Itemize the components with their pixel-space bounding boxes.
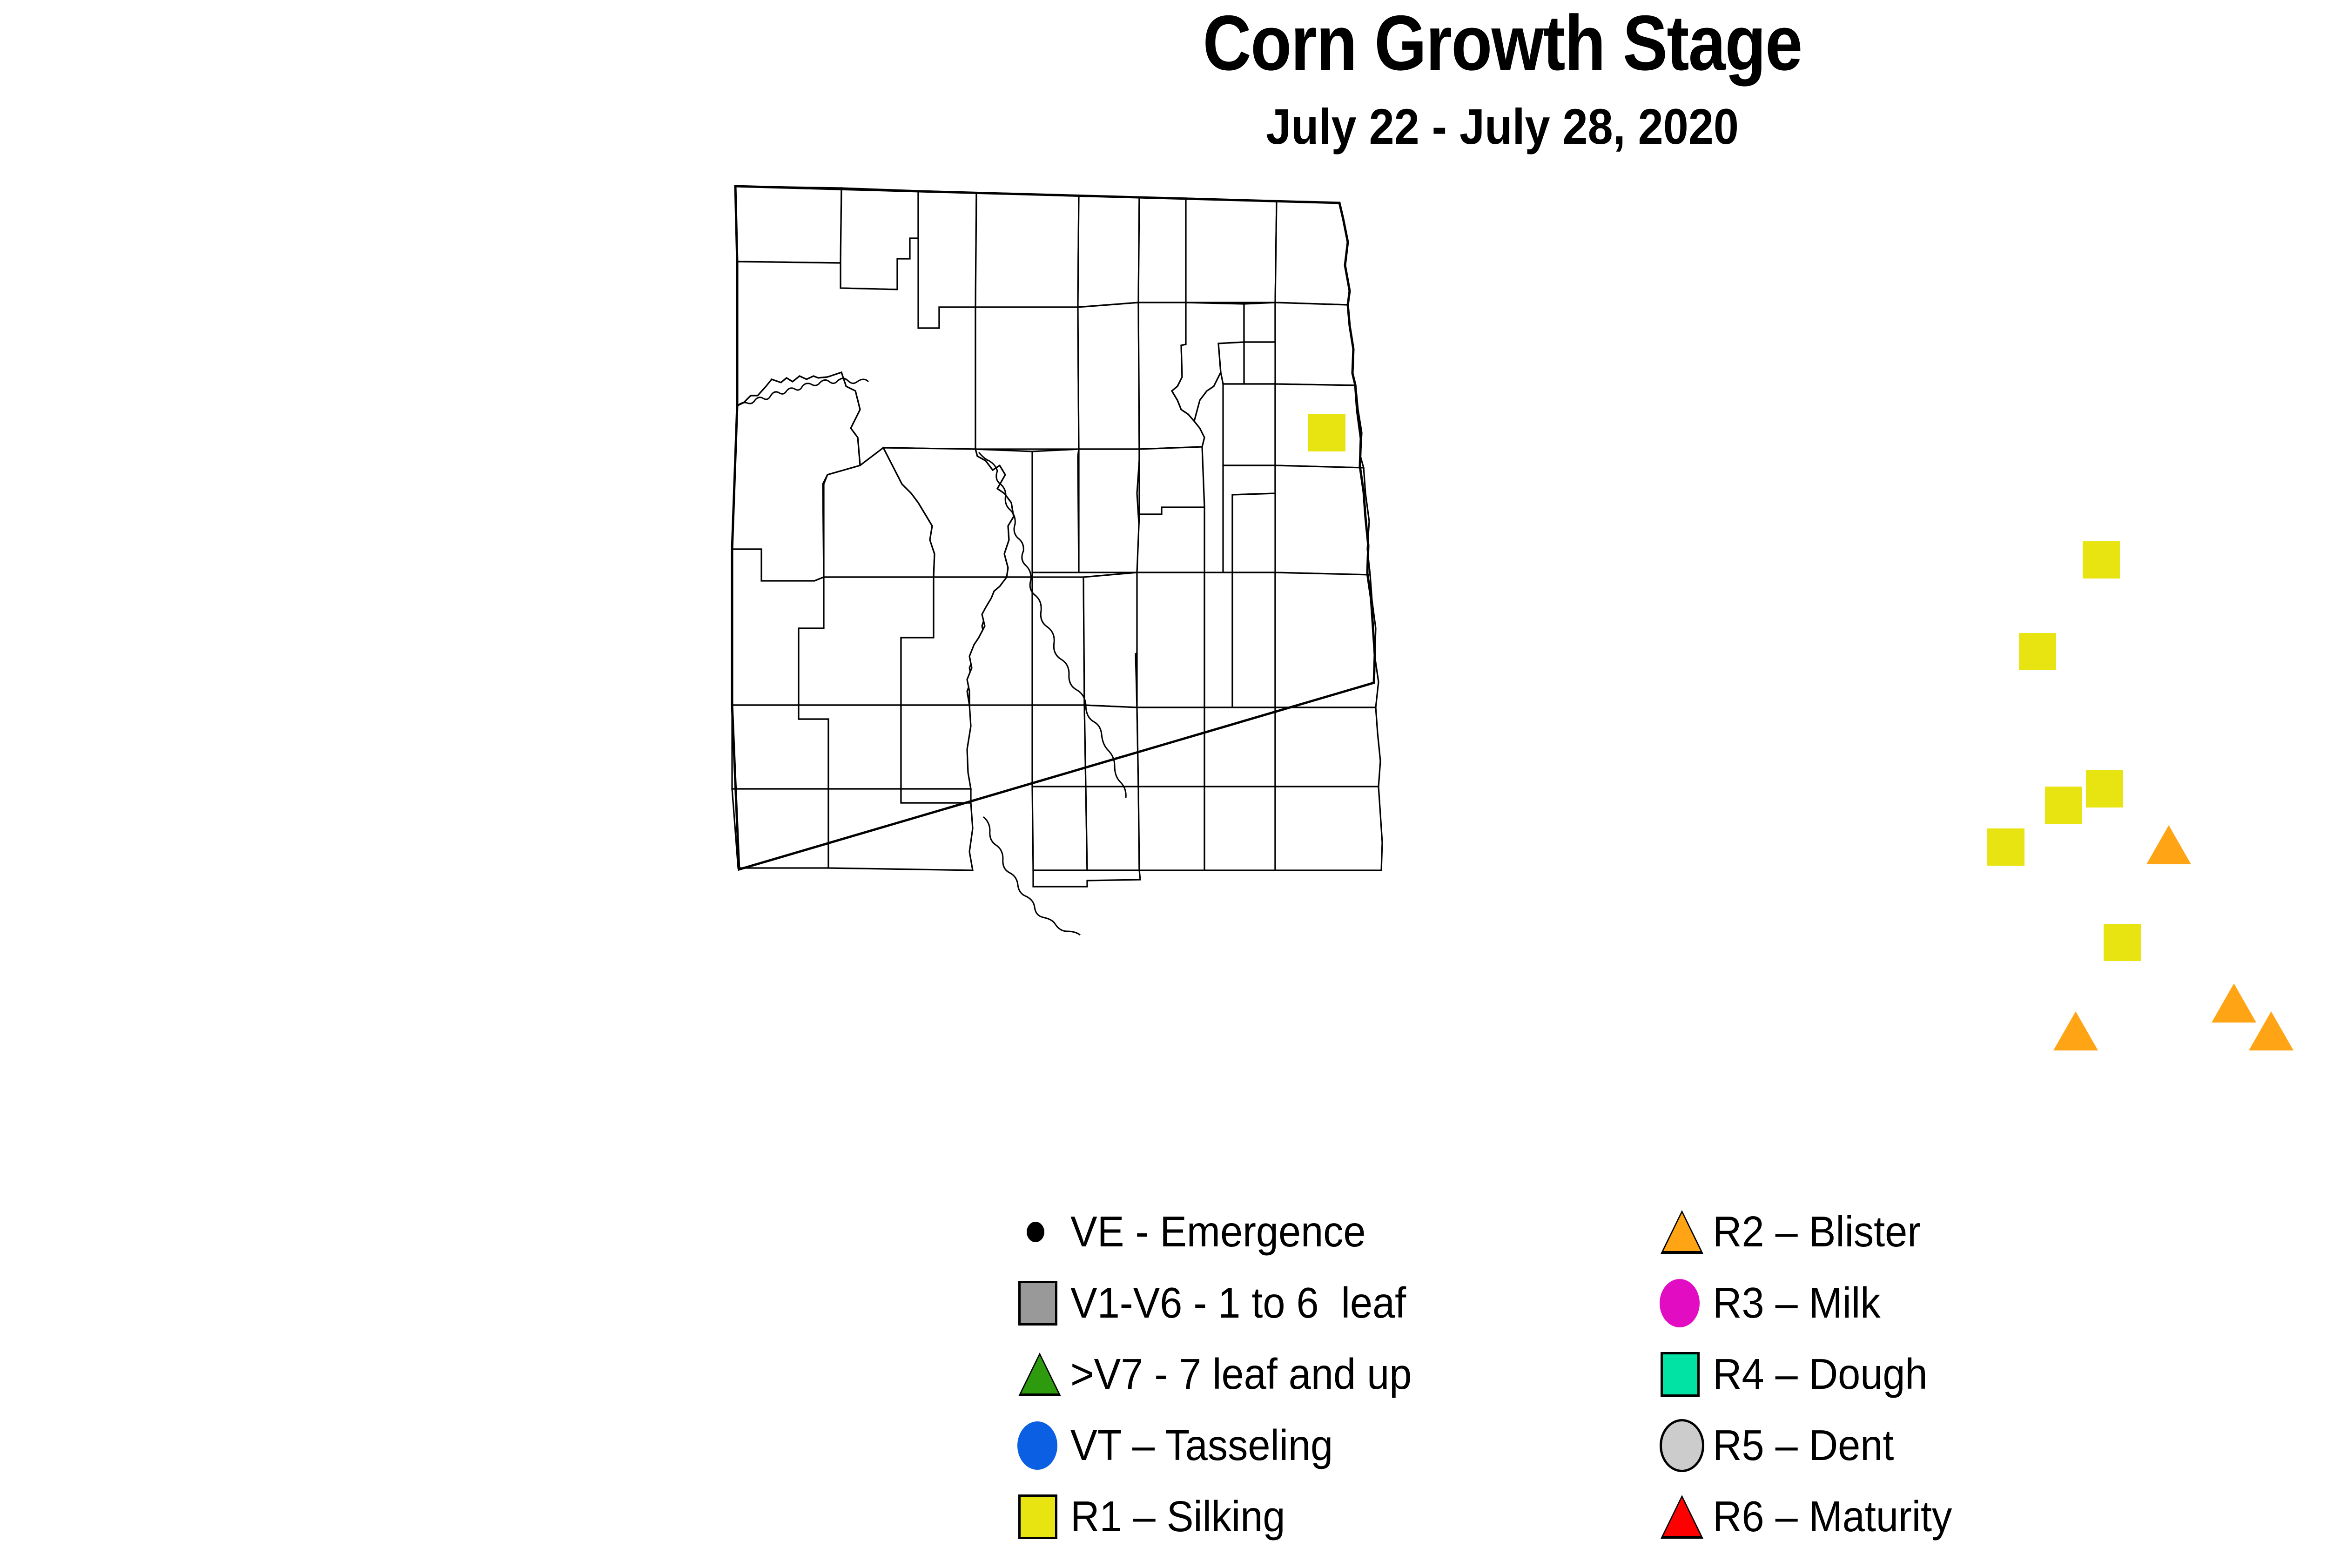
legend-triangle-fill xyxy=(1663,1497,1701,1536)
map-marker-r2 xyxy=(2053,1011,2098,1050)
legend-item-label: R4 – Dough xyxy=(1713,1350,1928,1398)
north-dakota-map xyxy=(706,168,2327,1178)
legend-item: VT – Tasseling xyxy=(1015,1410,1438,1481)
legend-item-label: R6 – Maturity xyxy=(1713,1492,1952,1541)
legend-triangle-fill xyxy=(1663,1212,1701,1251)
legend-triangle-icon xyxy=(1661,1494,1703,1539)
legend-item-label: V1-V6 - 1 to 6 leaf xyxy=(1070,1279,1406,1327)
legend-item-label: R1 – Silking xyxy=(1070,1492,1285,1541)
page-subtitle: July 22 - July 28, 2020 xyxy=(1266,98,1739,155)
legend-item-label: R2 – Blister xyxy=(1713,1207,1921,1256)
legend-circle-icon xyxy=(1660,1419,1704,1472)
legend-square-icon xyxy=(1018,1280,1057,1326)
county-boundaries xyxy=(731,185,1383,888)
legend-item: R3 – Milk xyxy=(1657,1267,1970,1339)
map-marker-r1 xyxy=(2104,924,2141,961)
lake-oahe-shore xyxy=(982,816,1081,936)
legend-circle-icon xyxy=(1660,1279,1700,1327)
legend-item: R4 – Dough xyxy=(1657,1339,1970,1410)
legend-item: VE - Emergence xyxy=(1015,1196,1438,1267)
legend-item-label: VT – Tasseling xyxy=(1070,1421,1333,1469)
missouri-river xyxy=(978,452,1127,798)
legend-circle-small-icon xyxy=(1027,1221,1044,1242)
legend-column-left: VE - Emergence V1-V6 - 1 to 6 leaf >V7 - 7… xyxy=(1015,1196,1438,1552)
map-marker-r1 xyxy=(1987,828,2024,866)
legend-item: V1-V6 - 1 to 6 leaf xyxy=(1015,1267,1438,1339)
legend-item-label: R3 – Milk xyxy=(1713,1279,1881,1327)
legend-item: R2 – Blister xyxy=(1657,1196,1970,1267)
legend: VE - Emergence V1-V6 - 1 to 6 leaf >V7 - 7… xyxy=(1015,1196,2327,1559)
legend-item-label: R5 – Dent xyxy=(1713,1421,1894,1469)
map-svg xyxy=(731,185,1383,936)
map-marker-r1 xyxy=(2045,787,2082,824)
lake-sakakawea-shore xyxy=(737,377,869,407)
map-marker-r2 xyxy=(2146,825,2191,864)
legend-item: >V7 - 7 leaf and up xyxy=(1015,1339,1438,1410)
legend-circle-icon xyxy=(1017,1421,1057,1470)
legend-column-right: R2 – Blister R3 – Milk R4 – Dough R5 – Dent… xyxy=(1657,1196,1970,1552)
legend-item: R5 – Dent xyxy=(1657,1410,1970,1481)
legend-triangle-icon xyxy=(1661,1210,1703,1254)
legend-triangle-fill xyxy=(1021,1355,1058,1393)
legend-item: R1 – Silking xyxy=(1015,1481,1438,1552)
page-title: Corn Growth Stage xyxy=(1203,0,1802,87)
state-outline xyxy=(731,185,1376,871)
legend-item-label: VE - Emergence xyxy=(1070,1207,1366,1256)
legend-item: R6 – Maturity xyxy=(1657,1481,1970,1552)
legend-square-icon xyxy=(1018,1494,1057,1539)
legend-square-icon xyxy=(1661,1352,1700,1397)
map-marker-r1 xyxy=(2083,541,2120,579)
map-marker-r2 xyxy=(2249,1011,2293,1050)
legend-triangle-icon xyxy=(1018,1352,1061,1396)
map-marker-r1 xyxy=(2086,770,2123,808)
map-marker-r1 xyxy=(1308,414,1345,451)
legend-item-label: >V7 - 7 leaf and up xyxy=(1070,1350,1412,1398)
map-marker-r1 xyxy=(2019,633,2056,670)
title-block: Corn Growth Stage July 22 - July 28, 202… xyxy=(0,0,2327,152)
